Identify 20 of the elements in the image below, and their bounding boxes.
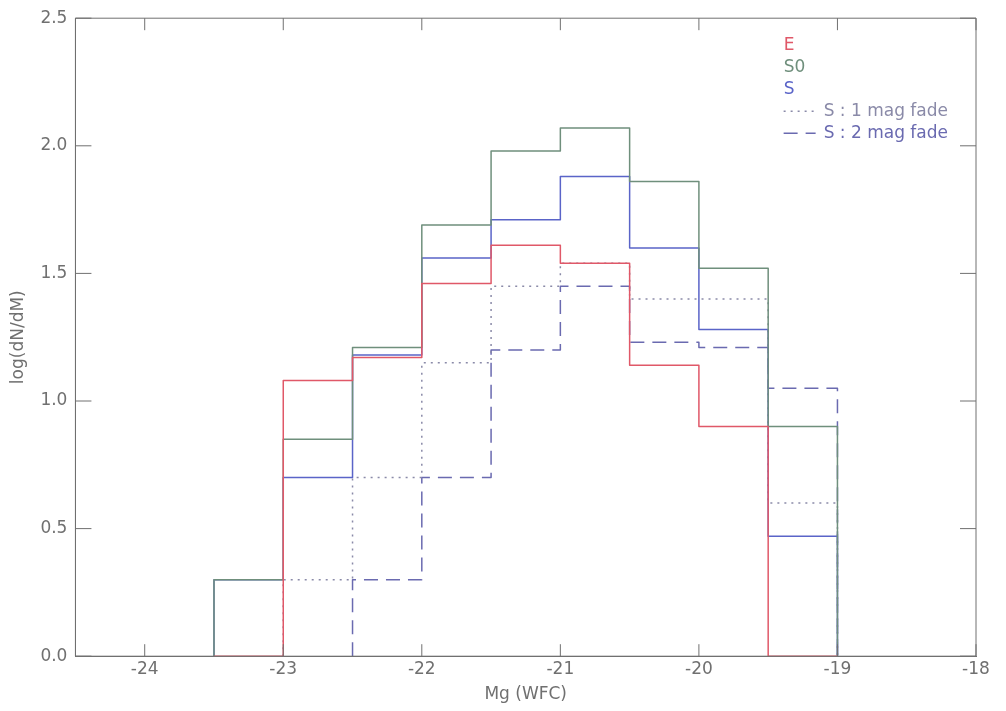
y-tick-label: 1.0 (40, 389, 68, 410)
y-tick-label: 0.5 (40, 517, 68, 538)
x-tick-label: -23 (269, 657, 298, 678)
x-tick-label: -19 (823, 657, 852, 678)
y-axis-title: log(dN/dM) (6, 290, 27, 385)
x-tick-label: -20 (685, 657, 713, 678)
text: S (783, 77, 795, 98)
x-axis-title: Mg (WFC) (484, 683, 568, 704)
x-tick-label: -22 (407, 657, 436, 678)
y-tick-label: 0.0 (40, 644, 68, 665)
legend-label: S : 1 mag fade (823, 99, 948, 120)
text: E (783, 33, 795, 54)
x-tick-label: -18 (962, 657, 990, 678)
legend-label: S : 2 mag fade (823, 121, 948, 142)
y-tick-label: 2.5 (40, 6, 68, 27)
text: S0 (783, 55, 806, 76)
x-tick-label: -24 (130, 657, 159, 678)
y-tick-label: 2.0 (40, 134, 68, 155)
y-tick-label: 1.5 (40, 261, 68, 282)
x-tick-label: -21 (546, 657, 575, 678)
